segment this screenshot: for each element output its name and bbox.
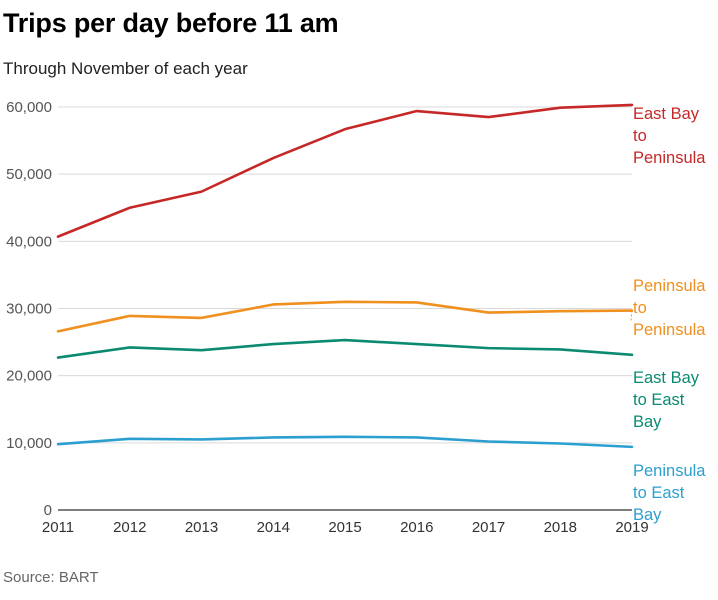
source-note: Source: BART (3, 569, 99, 586)
series-line (56, 300, 634, 333)
series-label-line: East Bay (633, 105, 700, 123)
x-tick-label: 2012 (113, 519, 146, 536)
grid-lines (58, 106, 632, 511)
y-tick-label: 40,000 (6, 233, 52, 250)
x-tick-label: 2014 (257, 519, 290, 536)
series-label-line: to (633, 127, 647, 145)
series-lines (56, 103, 634, 449)
series-label: East Bay to East Bay (633, 369, 700, 431)
series-label-line: Peninsula (633, 149, 706, 167)
y-tick-label: 30,000 (6, 301, 52, 318)
chart-title: Trips per day before 11 am (3, 8, 339, 38)
series-line (56, 338, 634, 359)
x-tick-label: 2013 (185, 519, 218, 536)
x-tick-label: 2011 (42, 519, 74, 536)
y-tick-label: 20,000 (6, 368, 52, 385)
series-label-line: Bay (633, 413, 662, 431)
x-tick-label: 2019 (615, 519, 648, 536)
series-label: East Bay to Peninsula (633, 105, 706, 167)
series-label-line: East Bay (633, 369, 700, 387)
y-tick-label: 10,000 (6, 435, 52, 452)
series-line (56, 103, 634, 238)
series-label-line: Peninsula (633, 277, 706, 295)
x-tick-label: 2018 (544, 519, 577, 536)
series-label-line: to (633, 299, 647, 317)
y-tick-label: 50,000 (6, 166, 52, 183)
x-tick-label: 2017 (472, 519, 505, 536)
y-tick-label: 0 (44, 502, 52, 519)
series-label-line: Bay (633, 506, 662, 524)
x-tick-label: 2015 (328, 519, 361, 536)
series-label-line: Peninsula (633, 462, 706, 480)
series-label-line: to East (633, 484, 685, 502)
series-label-line: to East (633, 391, 685, 409)
chart-subtitle: Through November of each year (3, 59, 248, 78)
y-axis-ticks: 0 10,000 20,000 30,000 40,000 50,000 60,000 (6, 99, 52, 519)
x-axis-ticks: 2011 2012 2013 2014 2015 2016 2017 2018 2019 (42, 519, 649, 536)
label-leader (630, 310, 633, 322)
series-label: Peninsula to Peninsula (633, 277, 706, 339)
series-label: Peninsula to East Bay (633, 462, 706, 524)
x-tick-label: 2016 (400, 519, 433, 536)
series-line (56, 435, 634, 449)
y-tick-label: 60,000 (6, 99, 52, 116)
series-label-line: Peninsula (633, 321, 706, 339)
